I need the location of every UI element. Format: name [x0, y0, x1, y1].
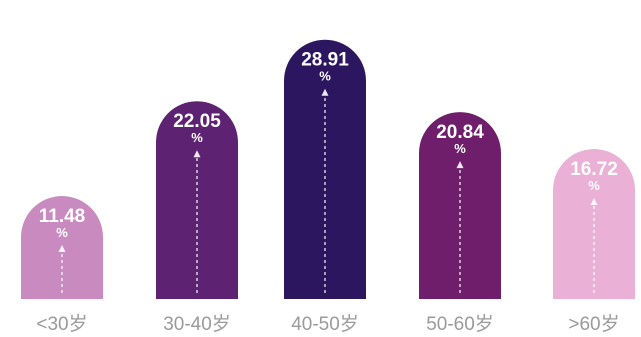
- value-label-4: 20.84: [436, 122, 484, 143]
- bar-3: [284, 39, 366, 299]
- unit-label-2: %: [191, 130, 203, 145]
- category-label-1: <30岁: [36, 313, 87, 335]
- category-label-2: 30-40岁: [163, 313, 231, 335]
- value-label-5: 16.72: [570, 159, 618, 180]
- category-label-3: 40-50岁: [291, 313, 359, 335]
- unit-label-1: %: [56, 225, 68, 240]
- unit-label-3: %: [319, 69, 331, 84]
- category-label-4: 50-60岁: [426, 313, 494, 335]
- unit-label-4: %: [454, 141, 466, 156]
- arrow-head-1: [58, 245, 66, 253]
- bar-4: [419, 112, 501, 299]
- bars-group: 11.48%22.05%28.91%20.84%16.72%: [21, 39, 635, 300]
- unit-label-5: %: [588, 178, 600, 193]
- value-label-3: 28.91: [301, 50, 349, 71]
- value-label-2: 22.05: [173, 111, 221, 132]
- category-labels-group: <30岁 30-40岁 40-50岁 50-60岁 >60岁: [36, 313, 619, 335]
- arrow-head-2: [193, 150, 201, 158]
- value-label-1: 11.48: [39, 206, 86, 227]
- arrow-head-3: [321, 88, 329, 96]
- arrow-head-4: [456, 161, 464, 169]
- arrow-head-5: [590, 198, 598, 206]
- category-label-5: >60岁: [568, 313, 619, 335]
